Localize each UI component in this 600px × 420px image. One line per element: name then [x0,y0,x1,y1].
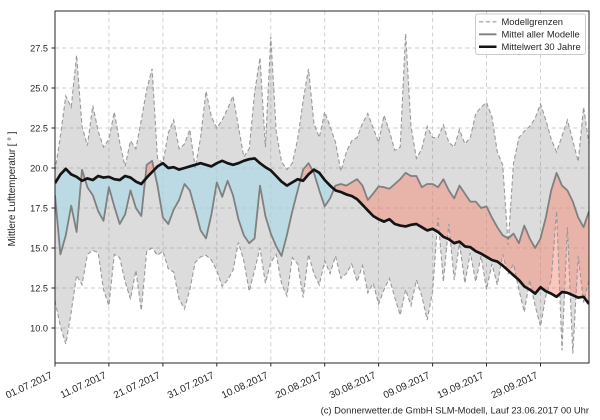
svg-text:Modellgrenzen: Modellgrenzen [502,16,564,27]
svg-text:20.0: 20.0 [30,163,48,173]
svg-text:17.5: 17.5 [30,203,48,213]
svg-text:22.5: 22.5 [30,123,48,133]
svg-text:10.0: 10.0 [30,323,48,333]
svg-text:Mittlere Lufttemperatur [ ° ]: Mittlere Lufttemperatur [ ° ] [7,132,18,247]
svg-text:Mittelwert 30 Jahre: Mittelwert 30 Jahre [502,41,581,52]
svg-text:25.0: 25.0 [30,83,48,93]
svg-text:12.5: 12.5 [30,283,48,293]
svg-text:Mittel aller Modelle: Mittel aller Modelle [502,29,580,40]
svg-text:27.5: 27.5 [30,43,48,53]
svg-text:(c) Donnerwetter.de GmbH SLM-M: (c) Donnerwetter.de GmbH SLM-Modell, Lau… [321,405,589,416]
svg-text:15.0: 15.0 [30,243,48,253]
